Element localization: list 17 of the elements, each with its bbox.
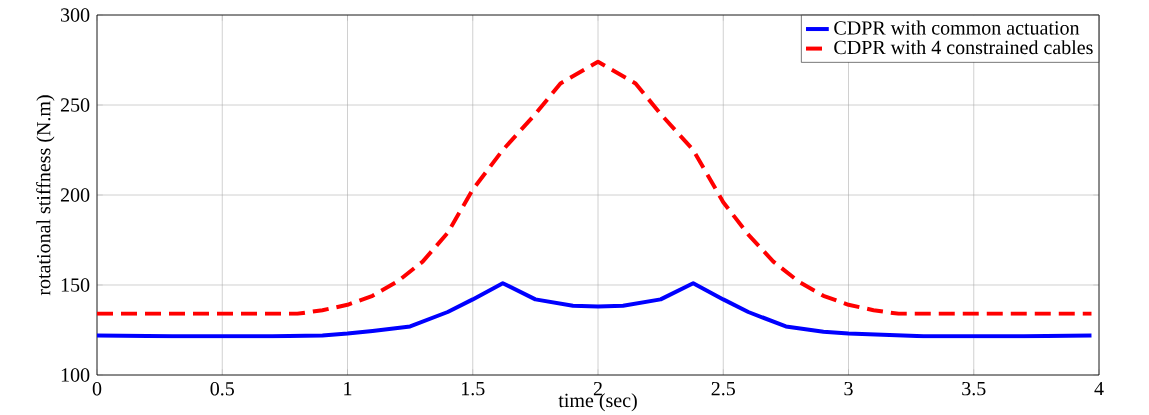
legend-label: CDPR with common actuation — [834, 20, 1080, 35]
x-tick-label: 4 — [1094, 381, 1104, 396]
y-axis-title: rotational stiffness (N.m) — [36, 95, 55, 296]
legend-label: CDPR with 4 constrained cables — [834, 40, 1093, 55]
y-tick-label: 250 — [60, 98, 90, 112]
y-tick-label: 100 — [61, 368, 90, 382]
line-series — [97, 281, 1094, 339]
x-tick-label: 0.5 — [210, 381, 234, 396]
x-tick-label: 0 — [92, 381, 102, 396]
y-tick-label: 200 — [60, 188, 90, 202]
y-tick-label: 300 — [61, 8, 90, 22]
x-tick-label: 3 — [844, 381, 853, 396]
x-tick-label: 1.5 — [462, 381, 485, 396]
x-tick-label: 3.5 — [962, 381, 986, 396]
x-tick-label: 2.5 — [711, 381, 735, 396]
y-tick-label: 150 — [61, 278, 90, 292]
x-tick-label: 1 — [344, 381, 352, 396]
